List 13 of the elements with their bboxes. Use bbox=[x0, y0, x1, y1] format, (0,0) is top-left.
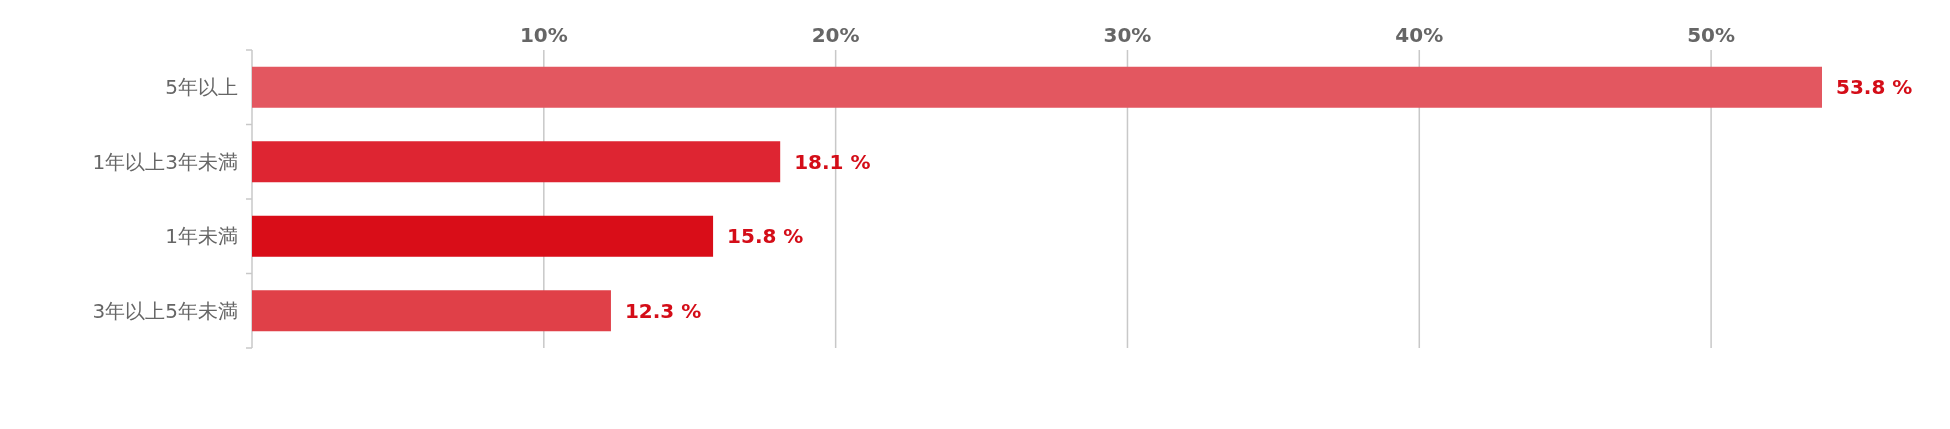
x-tick-label: 10% bbox=[519, 23, 568, 47]
y-tick-label: 1年以上3年未満 bbox=[92, 149, 238, 174]
y-tick-label: 5年以上 bbox=[165, 75, 238, 100]
y-tick-label: 3年以上5年未満 bbox=[92, 298, 238, 323]
x-tick-label: 30% bbox=[1103, 23, 1152, 47]
data-label: 18.1 % bbox=[794, 149, 871, 174]
x-tick-label: 40% bbox=[1395, 23, 1444, 47]
data-label: 12.3 % bbox=[624, 298, 702, 323]
x-tick-label: 20% bbox=[811, 23, 860, 47]
x-tick-label: 50% bbox=[1687, 23, 1736, 47]
data-label: 15.8 % bbox=[727, 224, 804, 249]
y-tick-label: 1年未満 bbox=[165, 224, 238, 249]
data-label: 53.8 % bbox=[1836, 75, 1913, 100]
